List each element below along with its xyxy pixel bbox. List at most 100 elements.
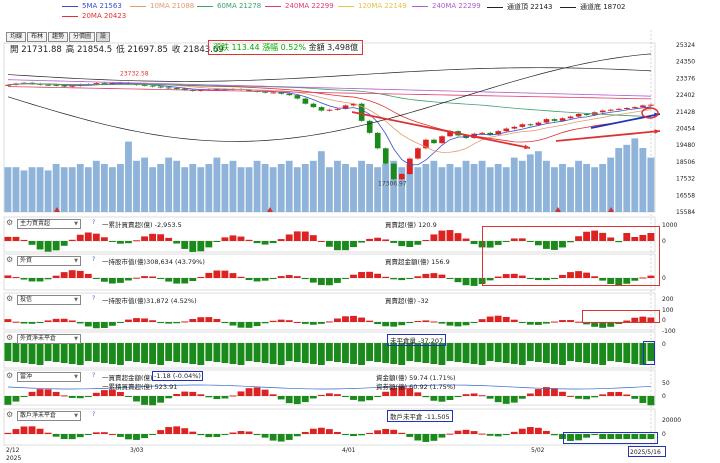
candle-body <box>527 124 534 126</box>
indicator-bar <box>534 322 542 325</box>
panel1-readout2: 買賣超(億) 120.9 <box>385 221 437 229</box>
indicator-bar <box>639 343 647 365</box>
indicator-bar <box>52 391 60 396</box>
indicator-bar <box>100 343 108 363</box>
volume-bar <box>358 160 365 212</box>
indicator-bar <box>559 274 566 278</box>
indicator-bar <box>478 395 486 397</box>
candle-body <box>270 92 277 94</box>
panel3-select[interactable]: ⚙ 投信 ▼ <box>6 295 81 305</box>
indicator-bar <box>36 343 44 365</box>
tab-settings[interactable]: 設 <box>96 32 111 42</box>
tab-trend[interactable]: 趨勢 <box>48 32 69 42</box>
indicator-bar <box>76 270 84 278</box>
candle-body <box>559 118 566 121</box>
gear-icon[interactable]: ⚙ <box>6 410 14 419</box>
indicator-bar <box>551 321 558 323</box>
help-icon[interactable]: ? <box>92 411 96 418</box>
candle-body <box>423 139 429 149</box>
gear-icon[interactable]: ⚙ <box>6 294 14 303</box>
volume-bar <box>478 160 486 212</box>
indicator-bar <box>197 434 205 436</box>
indicator-bar <box>542 278 550 281</box>
volume-bar <box>454 167 462 212</box>
volume-bar <box>253 160 261 212</box>
marker-triangle <box>608 207 614 212</box>
indicator-bar <box>173 426 181 434</box>
indicator-bar <box>325 393 333 396</box>
indicator-bar <box>60 434 68 440</box>
indicator-bar <box>325 278 333 286</box>
gear-icon[interactable]: ⚙ <box>6 333 14 342</box>
indicator-bar <box>607 278 615 284</box>
indicator-bar <box>269 320 277 322</box>
indicator-bar <box>390 322 398 327</box>
gear-icon[interactable]: ⚙ <box>6 218 14 227</box>
tick-label: 100 <box>662 307 674 314</box>
indicator-bar <box>631 343 639 364</box>
candle-body <box>382 148 389 164</box>
help-icon[interactable]: ? <box>92 256 96 263</box>
gear-icon[interactable]: ⚙ <box>6 371 14 380</box>
indicator-bar <box>36 428 44 434</box>
indicator-bar <box>518 238 526 241</box>
panel5-select[interactable]: ⚙ 當沖 ▼ <box>6 372 81 382</box>
indicator-bar <box>269 278 277 279</box>
indicator-bar <box>68 270 76 278</box>
indicator-bar <box>502 241 510 242</box>
indicator-bar <box>502 274 510 278</box>
indicator-bar <box>173 322 181 324</box>
indicator-bar <box>631 278 639 281</box>
gear-icon[interactable]: ⚙ <box>6 255 14 264</box>
panel4-label: 外資淨未平倉 <box>20 335 57 342</box>
indicator-bar <box>133 318 140 322</box>
tick-label: 22402 <box>676 92 695 99</box>
indicator-bar <box>197 241 205 252</box>
panel2-readout2: 買賣超金額(億) 156.9 <box>385 258 450 266</box>
volume-bar <box>189 164 197 212</box>
panel4-select[interactable]: ⚙ 外資淨未平倉 ▼ <box>6 334 81 344</box>
candle-body <box>262 91 269 93</box>
help-icon[interactable]: ? <box>92 372 96 379</box>
candle-body <box>350 103 357 106</box>
volume-bar <box>374 167 382 212</box>
indicator-bar <box>60 241 68 246</box>
chevron-down-icon: ▼ <box>74 297 78 303</box>
tab-bollinger[interactable]: 布林 <box>27 32 48 42</box>
indicator-bar <box>253 241 261 244</box>
indicator-bar <box>470 393 478 396</box>
indicator-bar <box>366 320 374 322</box>
volume-bar <box>567 167 574 212</box>
indicator-bar <box>390 343 398 364</box>
indicator-bar <box>334 343 341 362</box>
legend-swatch <box>265 5 281 7</box>
help-icon[interactable]: ? <box>92 295 96 302</box>
indicator-bar <box>309 278 317 283</box>
indicator-bar <box>430 434 438 441</box>
indicator-bar <box>406 241 414 248</box>
legend-item: 通道底 18702 <box>560 2 626 12</box>
indicator-bar <box>599 343 607 365</box>
indicator-bar <box>366 343 374 361</box>
indicator-bar <box>301 322 309 324</box>
indicator-bar <box>84 434 92 435</box>
indicator-bar <box>100 432 108 434</box>
panel2-select[interactable]: ⚙ 外資 ▼ <box>6 256 81 266</box>
indicator-bar <box>189 431 197 434</box>
help-icon[interactable]: ? <box>92 219 96 226</box>
indicator-bar <box>342 434 349 435</box>
indicator-bar <box>406 388 414 396</box>
indicator-bar <box>285 396 293 404</box>
indicator-bar <box>526 278 534 279</box>
indicator-bar <box>374 322 382 325</box>
tab-volume-profile[interactable]: 分價圖 <box>69 32 96 42</box>
change-value: 漲跌 113.44 <box>213 43 260 52</box>
panel6-select[interactable]: ⚙ 散戶淨未平倉 ▼ <box>6 411 81 421</box>
panel1-select[interactable]: ⚙ 主力買賣超 ▼ <box>6 219 81 229</box>
low-value: 低 21697.85 <box>116 45 168 55</box>
volume-bar <box>60 167 68 212</box>
volume-bar <box>366 164 374 212</box>
indicator-bar <box>309 322 317 325</box>
tab-ma[interactable]: 均線 <box>6 32 27 42</box>
